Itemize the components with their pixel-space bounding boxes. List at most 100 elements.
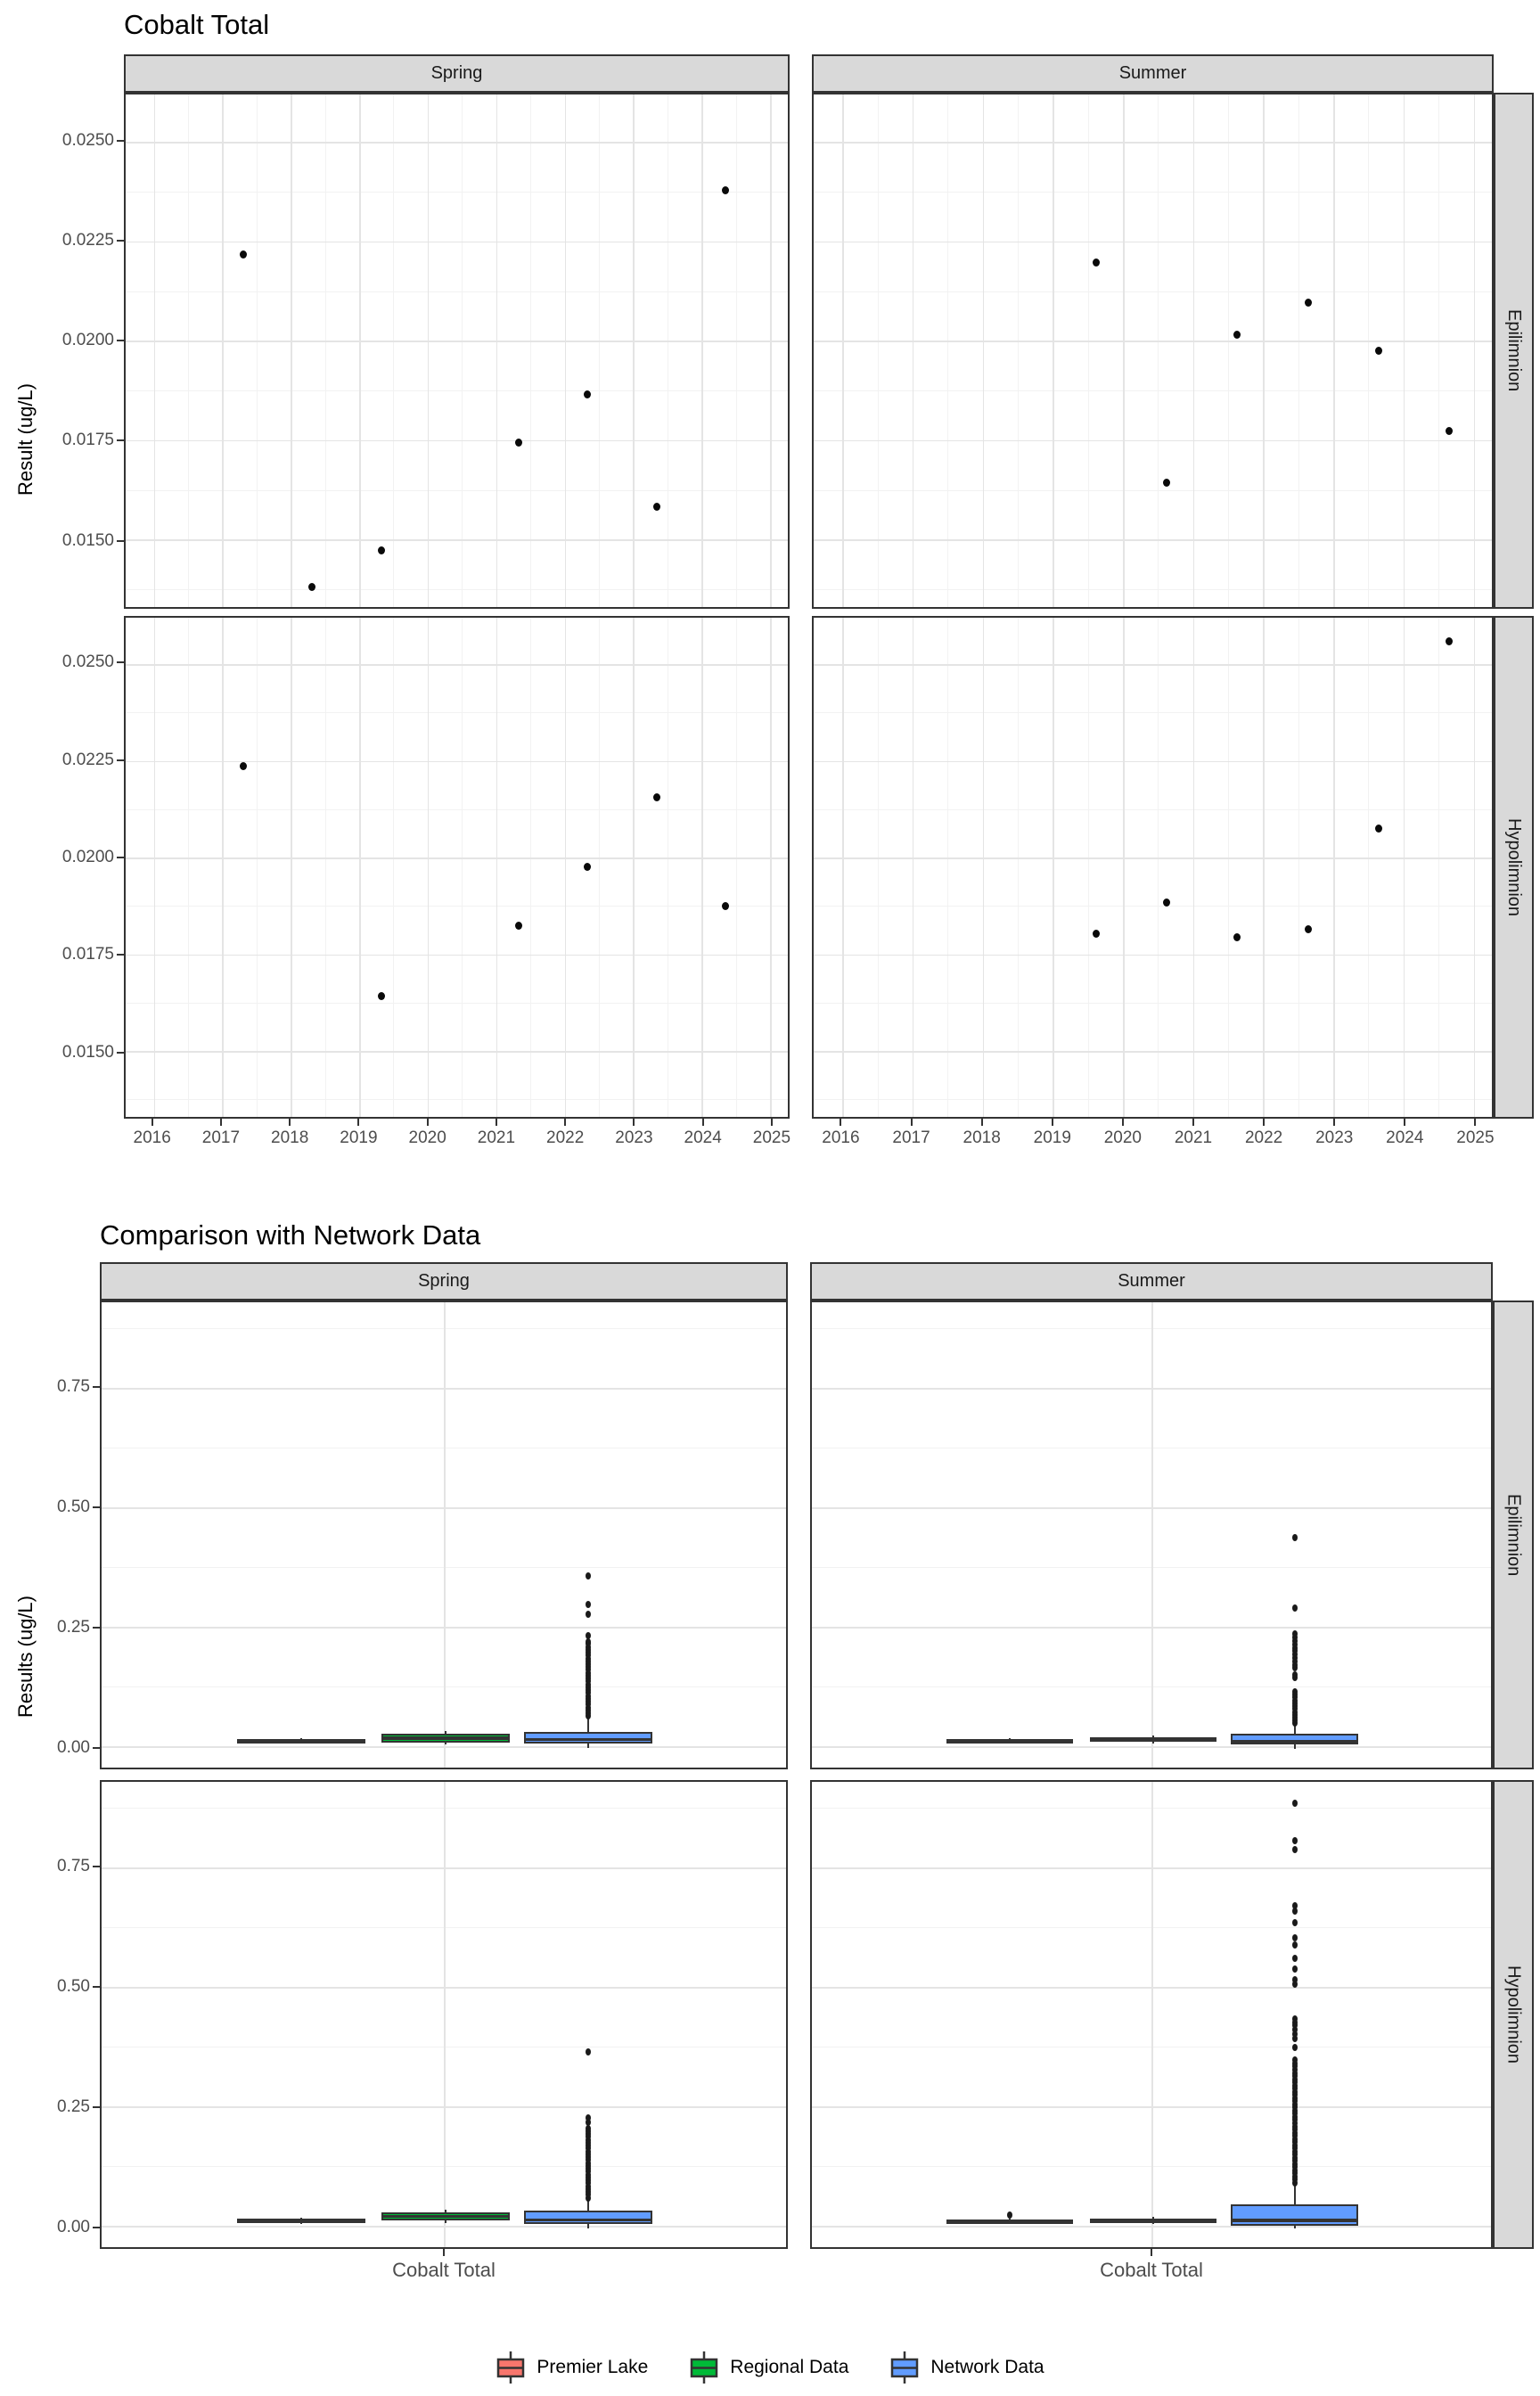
minor-gridline	[530, 618, 532, 1117]
major-gridline	[291, 618, 292, 1117]
figure1-title: Cobalt Total	[124, 9, 270, 40]
data-point	[515, 438, 523, 447]
minor-gridline	[947, 618, 949, 1117]
minor-gridline	[1438, 618, 1440, 1117]
minor-gridline	[126, 588, 788, 590]
major-gridline	[814, 857, 1492, 859]
major-gridline	[701, 94, 703, 607]
major-gridline	[153, 618, 155, 1117]
outlier-point	[1291, 1534, 1298, 1542]
major-gridline	[1333, 94, 1335, 607]
major-gridline	[982, 618, 985, 1117]
data-point	[1445, 636, 1453, 645]
data-point	[308, 582, 316, 591]
x-axis-tick-label: 2020	[408, 1128, 446, 1147]
x-axis-tick-label: 2025	[1456, 1128, 1495, 1147]
minor-gridline	[1228, 94, 1230, 607]
x-axis-tick	[701, 1119, 704, 1126]
major-gridline	[1192, 618, 1195, 1117]
data-point	[1163, 898, 1171, 907]
x-axis-tick-label: 2019	[340, 1128, 378, 1147]
x-axis-tick	[1121, 1119, 1124, 1126]
minor-gridline	[256, 618, 258, 1117]
y-axis-tick-label: 0.00	[57, 2218, 90, 2237]
minor-gridline	[735, 94, 737, 607]
y-axis-tick	[117, 954, 124, 956]
minor-gridline	[1018, 94, 1019, 607]
box-whisker-upper	[1009, 2218, 1012, 2220]
minor-gridline	[814, 808, 1492, 810]
minor-gridline	[814, 588, 1492, 590]
x-axis-tick-label: 2016	[133, 1128, 171, 1147]
major-gridline	[982, 94, 985, 607]
minor-gridline	[126, 489, 788, 491]
y-axis-tick	[93, 1985, 100, 1988]
minor-gridline	[324, 94, 326, 607]
y-axis-tick-label: 0.25	[57, 2097, 90, 2117]
minor-gridline	[462, 94, 463, 607]
outlier-point	[1291, 1637, 1298, 1645]
box-panel-summer-hypolimnion	[810, 1780, 1493, 2249]
minor-gridline	[187, 94, 189, 607]
major-gridline	[1192, 94, 1195, 607]
minor-gridline	[462, 618, 463, 1117]
major-gridline	[633, 94, 635, 607]
y-axis-tick-label: 0.0250	[61, 130, 114, 150]
major-gridline	[291, 94, 292, 607]
major-gridline	[444, 1302, 446, 1768]
legend-item-premier-lake: Premier Lake	[496, 2350, 648, 2385]
major-gridline	[814, 760, 1492, 763]
major-gridline	[427, 94, 430, 607]
major-gridline	[1151, 1302, 1153, 1768]
outlier-point	[1291, 1901, 1298, 1909]
box-whisker-upper	[1009, 1738, 1012, 1740]
y-axis-tick-label: 0.0225	[61, 231, 114, 250]
minor-gridline	[1087, 618, 1089, 1117]
x-axis-tick	[1051, 1119, 1053, 1126]
major-gridline	[153, 94, 155, 607]
box-whisker-lower	[586, 1743, 589, 1749]
y-axis-tick	[117, 1051, 124, 1054]
x-axis-tick-label: 2021	[1174, 1128, 1213, 1147]
outlier-point	[1291, 1836, 1298, 1844]
box-whisker-lower	[299, 2222, 302, 2224]
data-point	[515, 921, 523, 930]
minor-gridline	[324, 618, 326, 1117]
y-axis-tick	[117, 661, 124, 664]
major-gridline	[842, 618, 844, 1117]
box-network-data	[1231, 2203, 1358, 2226]
major-gridline	[126, 954, 788, 956]
x-axis-tick	[426, 1119, 429, 1126]
box-median	[946, 2220, 1074, 2223]
major-gridline	[1123, 618, 1125, 1117]
y-axis-tick-label: 0.0175	[61, 431, 114, 450]
box-network-data	[1231, 1734, 1358, 1744]
data-point	[721, 902, 729, 911]
major-gridline	[912, 94, 914, 607]
minor-gridline	[393, 94, 395, 607]
major-gridline	[126, 760, 788, 763]
figure2-title: Comparison with Network Data	[100, 1219, 481, 1251]
x-axis-tick-label: 2016	[822, 1128, 860, 1147]
outlier-point	[1291, 1687, 1298, 1695]
outlier-point	[1291, 1965, 1298, 1973]
major-gridline	[1053, 94, 1054, 607]
outlier-point	[1291, 1908, 1298, 1916]
major-gridline	[222, 94, 224, 607]
data-point	[721, 186, 729, 195]
data-point	[1093, 929, 1101, 938]
data-point	[1163, 478, 1171, 487]
minor-gridline	[1368, 618, 1370, 1117]
outlier-point	[1291, 1634, 1298, 1642]
y-axis-tick-label: 0.00	[57, 1738, 90, 1758]
outlier-point	[1291, 1976, 1298, 1984]
minor-gridline	[814, 906, 1492, 907]
box-whisker-upper	[299, 1738, 302, 1740]
x-axis-tick-label: 2020	[1103, 1128, 1143, 1147]
box-whisker-lower	[1293, 2225, 1296, 2229]
scatter-panel-spring-epilimnion	[124, 93, 790, 609]
data-point	[652, 792, 660, 801]
y-axis-tick	[93, 1385, 100, 1388]
x-axis-tick	[770, 1119, 773, 1126]
outlier-point	[1291, 2060, 1298, 2068]
